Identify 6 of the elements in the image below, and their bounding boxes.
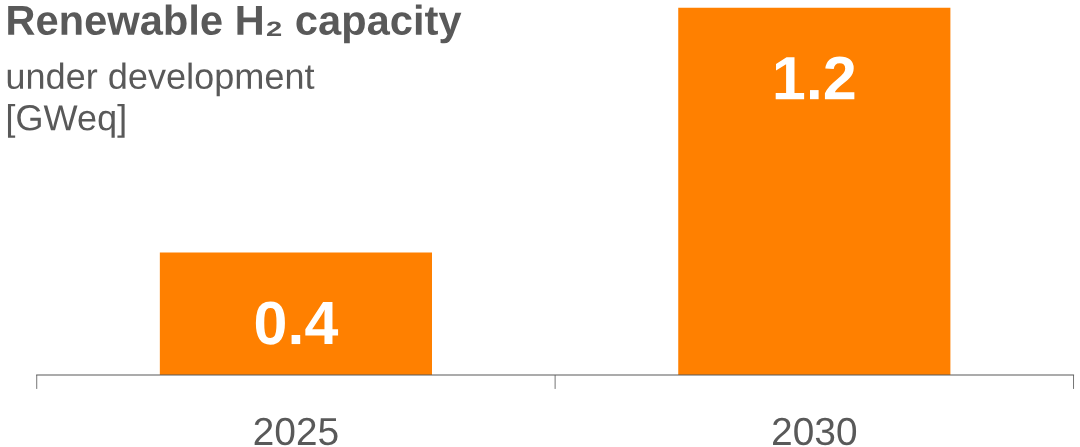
chart-title: Renewable H₂ capacity xyxy=(8,4,462,44)
data-label: 1.2 xyxy=(775,56,855,100)
x-tick-label: 2025 xyxy=(254,417,338,446)
text: under development [GWeq] xyxy=(7,62,315,138)
data-label: 0.4 xyxy=(255,301,339,345)
x-tick-label: 2030 xyxy=(773,417,857,446)
